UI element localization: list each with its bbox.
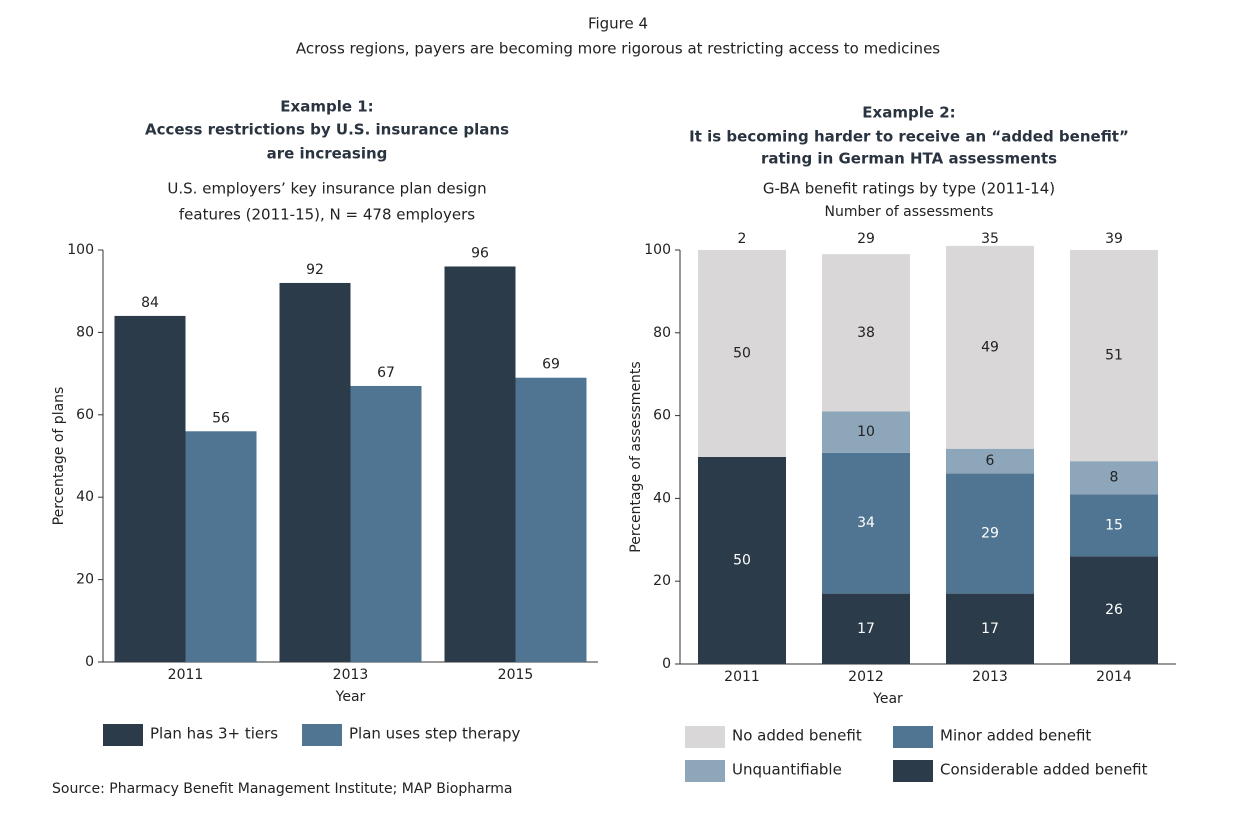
legend-swatch — [103, 724, 143, 746]
y-tick-label: 40 — [653, 490, 671, 506]
legend-label: Plan uses step therapy — [349, 725, 521, 743]
value-label: 34 — [857, 515, 875, 531]
value-label: 6 — [986, 453, 995, 469]
figure-title: Figure 4 — [588, 15, 648, 33]
value-label: 10 — [857, 424, 875, 440]
legend-swatch — [893, 726, 933, 748]
y-tick-label: 100 — [67, 242, 94, 258]
legend-label: No added benefit — [732, 727, 862, 745]
y-tick-label: 80 — [76, 324, 94, 340]
bar-segment — [822, 593, 910, 664]
bar-segment — [822, 254, 910, 412]
value-label: 26 — [1105, 602, 1123, 618]
value-label: 15 — [1105, 517, 1123, 533]
legend-swatch — [685, 760, 725, 782]
bar-segment — [822, 411, 910, 453]
y-tick-label: 0 — [662, 656, 671, 672]
bar-segment — [946, 473, 1034, 594]
assessment-count: 39 — [1105, 231, 1123, 247]
bar-segment — [822, 452, 910, 594]
bar — [515, 377, 587, 662]
x-axis-label: Year — [335, 689, 366, 705]
bar-segment — [946, 448, 1034, 474]
value-label: 84 — [141, 295, 159, 311]
value-label: 50 — [733, 346, 751, 362]
x-axis-label: Year — [872, 691, 903, 707]
y-tick-label: 100 — [644, 242, 671, 258]
y-tick-label: 0 — [85, 654, 94, 670]
chart-title: Example 1: — [280, 98, 373, 116]
x-tick-label: 2013 — [972, 669, 1008, 685]
bar-segment — [946, 245, 1034, 449]
assessment-count: 2 — [738, 231, 747, 247]
x-tick-label: 2015 — [498, 667, 534, 683]
chart-title: are increasing — [267, 145, 388, 163]
bar-segment — [698, 457, 786, 664]
bar-segment — [698, 250, 786, 457]
y-tick-label: 60 — [653, 408, 671, 424]
value-label: 67 — [377, 365, 395, 381]
chart-title: rating in German HTA assessments — [761, 150, 1057, 168]
bar — [350, 385, 422, 662]
value-label: 17 — [981, 621, 999, 637]
chart-title: Access restrictions by U.S. insurance pl… — [145, 121, 509, 139]
assessment-count: 35 — [981, 231, 999, 247]
legend-swatch — [685, 726, 725, 748]
x-tick-label: 2011 — [168, 667, 204, 683]
chart-title: Example 2: — [862, 104, 955, 122]
assessment-count: 29 — [857, 231, 875, 247]
y-tick-label: 80 — [653, 325, 671, 341]
bar — [279, 282, 351, 662]
value-label: 17 — [857, 621, 875, 637]
x-tick-label: 2014 — [1096, 669, 1132, 685]
chart-subtitle: U.S. employers’ key insurance plan desig… — [167, 180, 486, 198]
y-tick-label: 20 — [76, 572, 94, 588]
value-label: 29 — [981, 526, 999, 542]
bar-segment — [946, 593, 1034, 664]
value-label: 96 — [471, 245, 489, 261]
chart-title: It is becoming harder to receive an “add… — [689, 128, 1129, 146]
value-label: 92 — [306, 262, 324, 278]
x-tick-label: 2012 — [848, 669, 884, 685]
y-axis-label: Percentage of assessments — [628, 361, 644, 552]
bar — [444, 266, 516, 662]
source: Source: Pharmacy Benefit Management Inst… — [52, 781, 512, 797]
chart-subtitle: G-BA benefit ratings by type (2011-14) — [763, 180, 1055, 198]
chart-note: Number of assessments — [825, 204, 994, 220]
y-tick-label: 20 — [653, 573, 671, 589]
value-label: 49 — [981, 339, 999, 355]
bar — [114, 315, 186, 662]
bar-segment — [1070, 556, 1158, 664]
y-tick-label: 60 — [76, 407, 94, 423]
value-label: 8 — [1110, 470, 1119, 486]
value-label: 51 — [1105, 348, 1123, 364]
x-tick-label: 2011 — [724, 669, 760, 685]
chart-subtitle: features (2011-15), N = 478 employers — [179, 206, 475, 224]
y-tick-label: 40 — [76, 489, 94, 505]
legend-label: Unquantifiable — [732, 761, 842, 779]
x-tick-label: 2013 — [333, 667, 369, 683]
value-label: 56 — [212, 410, 230, 426]
bar-segment — [1070, 250, 1158, 462]
legend-swatch — [302, 724, 342, 746]
bar — [185, 431, 257, 662]
legend-label: Minor added benefit — [940, 727, 1091, 745]
legend-label: Plan has 3+ tiers — [150, 725, 278, 743]
figure-subtitle: Across regions, payers are becoming more… — [296, 40, 940, 58]
y-axis-label: Percentage of plans — [51, 387, 67, 526]
value-label: 38 — [857, 325, 875, 341]
bar-segment — [1070, 461, 1158, 495]
value-label: 50 — [733, 553, 751, 569]
value-label: 69 — [542, 357, 560, 373]
legend-swatch — [893, 760, 933, 782]
bar-segment — [1070, 494, 1158, 557]
legend-label: Considerable added benefit — [940, 761, 1148, 779]
